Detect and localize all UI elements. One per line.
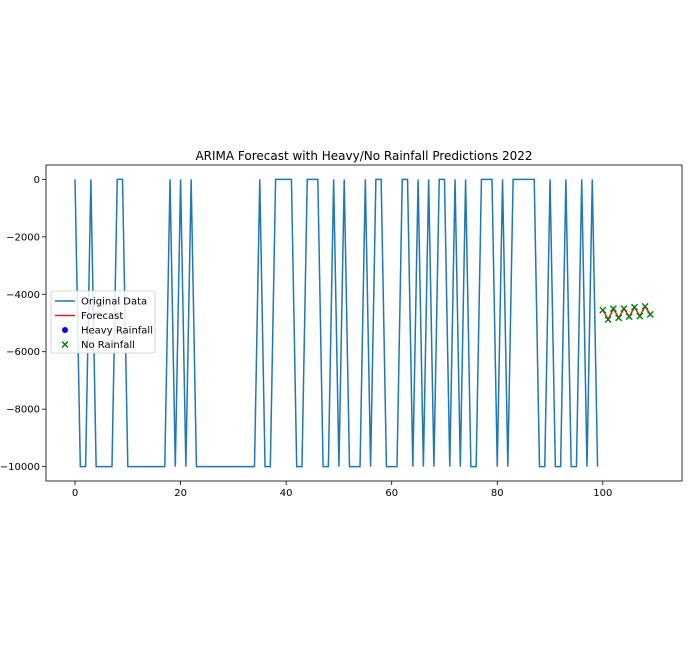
y-tick-label: −8000 xyxy=(6,405,40,416)
no-rainfall-marker xyxy=(636,312,644,320)
legend-label: No Rainfall xyxy=(81,340,135,351)
x-tick-label: 80 xyxy=(491,488,504,499)
no-rainfall-marker xyxy=(620,305,628,313)
no-rainfall-marker xyxy=(631,303,638,311)
chart-title: ARIMA Forecast with Heavy/No Rainfall Pr… xyxy=(195,149,532,163)
no-rainfall-marker xyxy=(609,305,617,313)
x-tick-label: 20 xyxy=(174,488,187,499)
no-rainfall-marker xyxy=(599,306,607,314)
legend-label: Heavy Rainfall xyxy=(81,326,153,337)
legend-label: Original Data xyxy=(81,297,147,308)
legend-swatch xyxy=(62,327,68,333)
no-rainfall-marker xyxy=(604,316,612,324)
y-tick-label: −10000 xyxy=(0,462,40,473)
y-tick-label: −4000 xyxy=(6,290,40,301)
y-tick-label: −2000 xyxy=(6,232,40,243)
series-line-original-data xyxy=(74,178,599,468)
series-line-forecast xyxy=(602,304,651,322)
y-tick-label: −6000 xyxy=(6,347,40,358)
legend-item-original-data: Original Data xyxy=(55,297,147,308)
legend-label: Forecast xyxy=(81,311,123,322)
legend-box xyxy=(50,290,156,354)
no-rainfall-marker xyxy=(646,310,654,318)
legend-item-no-rainfall: No Rainfall xyxy=(61,340,135,351)
x-tick-label: 60 xyxy=(385,488,398,499)
legend-item-forecast: Forecast xyxy=(55,311,123,322)
x-tick-label: 40 xyxy=(280,488,293,499)
x-tick-label: 100 xyxy=(593,488,612,499)
no-rainfall-marker xyxy=(641,302,649,310)
no-rainfall-marker xyxy=(625,313,633,321)
x-tick-label: 0 xyxy=(72,488,78,499)
axes: 0 20 40 60 80 100 0 −2000 −4000 −6000 −8000 −10000 xyxy=(0,164,683,499)
plot-area xyxy=(74,178,654,468)
legend-item-heavy-rainfall: Heavy Rainfall xyxy=(62,326,153,337)
legend-swatch xyxy=(61,341,69,348)
axes-frame xyxy=(45,164,683,482)
legend: Original Data Forecast Heavy Rainfall No Ra… xyxy=(50,290,156,354)
y-tick-label: 0 xyxy=(34,175,40,186)
no-rainfall-marker xyxy=(615,314,623,322)
